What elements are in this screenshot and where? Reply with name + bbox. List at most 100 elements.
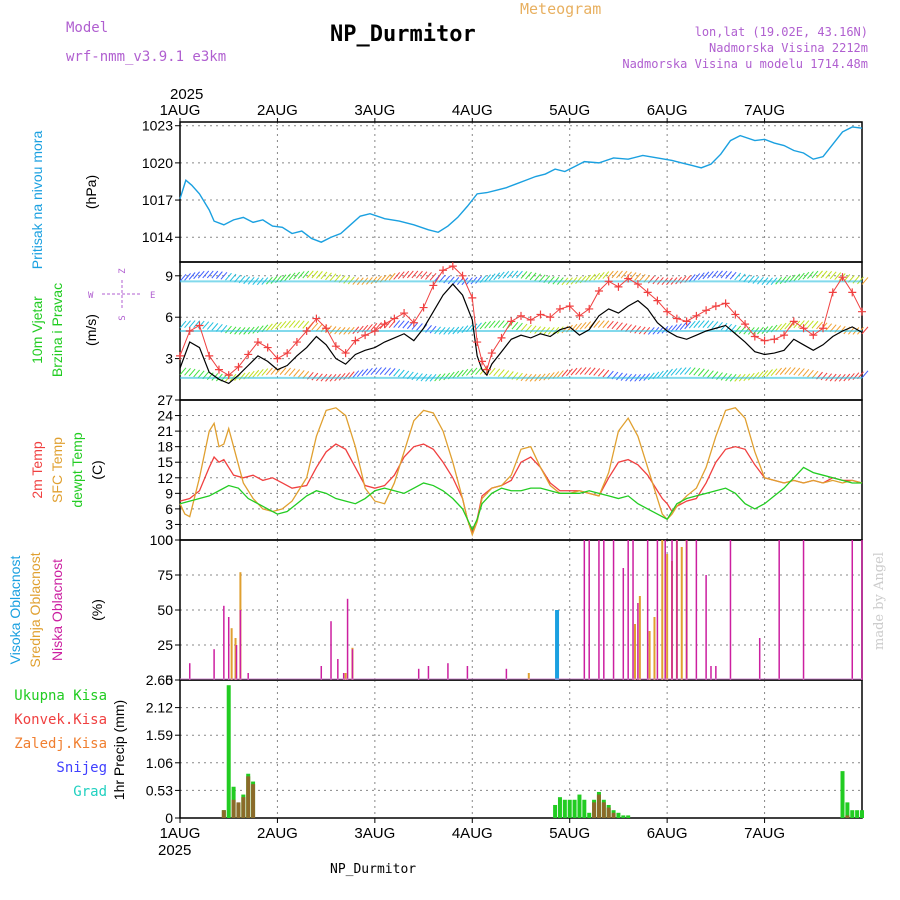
wind-barb [184,367,191,376]
wind-gust-marker [176,351,184,360]
precipitation-frame [179,679,863,819]
cloud-low-bar [729,540,732,680]
wind-barb [393,368,401,377]
xtick-top-label: 3AUG [354,102,395,119]
wind-ytick-label: 3 [165,351,173,367]
cloud-low-bar [603,540,605,680]
cloud-low-bar [802,540,805,680]
wind-gust-marker [604,277,613,286]
cloud-low-bar [213,649,215,680]
wind-barb [188,368,196,377]
wind-gust-marker [770,335,779,344]
wind-barb [211,270,219,279]
clouds-ytick-label: 100 [150,532,174,548]
wind-barb [602,320,610,329]
wind-barb [311,270,319,279]
wind-barb [302,321,310,329]
wind-barb [411,270,419,279]
temperature-ytick-label: 3 [165,516,173,532]
wind-barb [279,367,287,375]
wind-barb [579,367,587,375]
xtick-top-label: 4AUG [452,102,493,119]
pressure-ytick-label: 1023 [142,118,173,134]
wind-gust-marker [809,331,818,340]
cloud-low-bar [612,540,615,680]
wind-gust-marker [448,262,457,271]
wind-gust-marker [409,318,418,327]
wind-barb [634,325,642,334]
wind-gust-marker [400,309,409,318]
wind-gust-marker [478,357,487,366]
precip-total-bar [567,799,572,818]
pressure-ytick-label: 1017 [142,192,173,208]
wind-barb [525,271,532,280]
wind-barb [206,322,214,330]
wind-barb [516,270,523,279]
wind-gust-marker [799,324,808,333]
wind-gust-marker [283,349,292,358]
wind-barb [179,320,187,329]
wind-barb [266,323,273,332]
compass-east: E [150,291,155,301]
wind-barb [793,320,801,329]
xtick-top-label: 7AUG [744,102,785,119]
temperature-ytick-label: 12 [157,470,173,486]
precip-total-bar [577,794,582,818]
wind-barb [229,273,237,282]
cloud-title-mid: Srednja Oblacnost [27,552,43,667]
cloud-low-bar [758,638,761,680]
wind-barb [702,271,710,280]
wind-barb [793,367,801,376]
temp-title-2: SFC Temp [49,437,65,503]
wind-barb [693,273,701,281]
wind-barb [493,368,501,377]
cloud-low-bar [637,603,639,680]
cloud-low-bar [676,540,678,680]
wind-gust-marker [731,310,740,319]
wind-gust-marker [828,288,837,297]
wind-gust-marker [322,324,331,333]
wind-barb [738,273,746,282]
precipitation-ytick-label: 2.65 [146,672,173,688]
wind-barb [206,270,214,279]
wind-barb [193,369,201,378]
wind-barb [488,273,496,281]
wind-barb [202,321,210,329]
precip-legend-item: Grad [73,784,107,800]
precip-conv-bar [231,799,236,818]
wind-gust-marker [838,273,847,282]
wind-barb [616,322,623,330]
clouds-ytick-label: 0 [165,672,173,688]
precip-total-bar [557,797,562,818]
wind-gust-marker [653,296,662,305]
precip-conv-bar [241,797,246,818]
wind-barb [475,367,482,375]
wind-barb [747,372,755,381]
wind-barb [679,367,687,375]
wind-gust-marker [585,304,594,313]
clouds-ytick-label: 50 [157,602,173,618]
wind-barb [397,369,405,378]
wind-barb [593,320,601,328]
wind-gust-marker [351,336,360,345]
wind-barb [261,368,269,376]
cloud-mid-bar [666,554,669,680]
cloud-unit: (%) [89,599,105,621]
wind-barb [516,322,523,331]
precip-total-bar [562,799,567,818]
precip-legend-item: Ukupna Kisa [14,688,107,704]
wind-barb [575,276,582,285]
cloud-low-bar [447,663,449,680]
wind-barb [620,270,628,279]
pressure-frame [179,121,863,263]
precipitation-ytick-label: 1.59 [146,727,173,743]
xtick-bottom-label: 2AUG [257,825,298,842]
wind-barb [461,368,469,377]
wind-gust-marker [721,299,730,308]
wind-barb [375,367,382,375]
wind-barb [497,369,505,377]
wind-barb [402,320,410,329]
wind-barb [620,323,628,331]
pressure-ytick-label: 1014 [142,229,173,245]
wind-barb [502,271,510,279]
